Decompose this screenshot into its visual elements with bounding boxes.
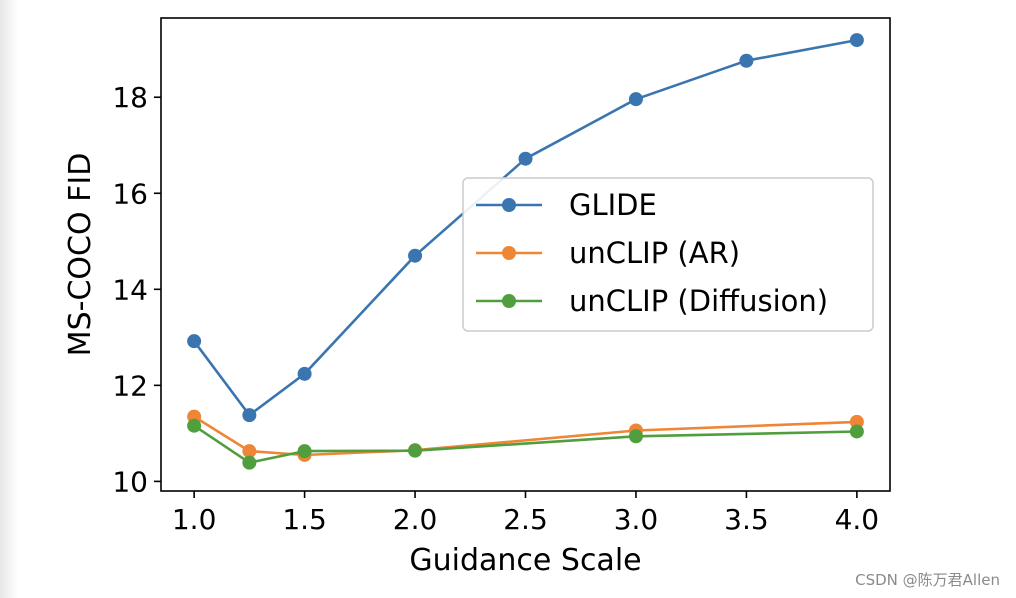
x-axis-ticks: 1.0 1.5 2.0 2.5 3.0 3.5 4.0 — [172, 491, 879, 536]
y-axis-label: MS-COCO FID — [63, 153, 98, 357]
y-axis-ticks: 10 12 14 16 18 — [112, 81, 161, 498]
legend-marker — [502, 294, 516, 308]
data-point — [849, 424, 864, 439]
x-tick-label: 2.5 — [503, 503, 548, 536]
x-axis-label: Guidance Scale — [409, 543, 641, 578]
data-point — [628, 92, 643, 107]
x-tick-label: 3.5 — [724, 503, 769, 536]
legend-marker — [502, 198, 516, 212]
data-point — [242, 455, 257, 470]
y-tick-label: 14 — [112, 273, 148, 306]
watermark-text: CSDN @陈万君Allen — [855, 571, 1000, 589]
x-tick-label: 4.0 — [835, 503, 880, 536]
data-point — [297, 444, 312, 459]
x-tick-label: 3.0 — [614, 503, 659, 536]
data-point — [849, 33, 864, 48]
legend-item: unCLIP (AR) — [476, 236, 740, 270]
legend-box — [462, 177, 874, 332]
data-point — [408, 443, 423, 458]
y-tick-label: 18 — [112, 81, 148, 114]
y-tick-label: 10 — [112, 465, 148, 498]
left-edge-shading — [0, 0, 18, 598]
data-point — [187, 418, 202, 433]
data-point — [297, 366, 312, 381]
series-3 — [187, 418, 864, 470]
data-point — [739, 53, 754, 68]
y-tick-label: 16 — [112, 177, 148, 210]
data-point — [187, 334, 202, 349]
data-point — [849, 414, 864, 429]
data-point — [242, 408, 257, 423]
x-tick-label: 2.0 — [393, 503, 438, 536]
x-tick-label: 1.5 — [282, 503, 327, 536]
y-tick-label: 12 — [112, 369, 148, 402]
data-point — [408, 248, 423, 263]
legend-item: unCLIP (Diffusion) — [476, 284, 828, 318]
data-point — [518, 151, 533, 166]
data-point — [242, 444, 257, 459]
x-tick-label: 1.0 — [172, 503, 217, 536]
legend-marker — [502, 246, 516, 260]
series-line — [193, 415, 857, 457]
legend: GLIDE unCLIP (AR) unCLIP (Diffusion) — [462, 177, 874, 332]
legend-label: GLIDE — [569, 188, 657, 222]
series-line — [193, 424, 857, 465]
legend-item: GLIDE — [476, 188, 657, 222]
legend-label: unCLIP (AR) — [569, 236, 740, 270]
data-point — [628, 429, 643, 444]
legend-label: unCLIP (Diffusion) — [569, 284, 828, 318]
